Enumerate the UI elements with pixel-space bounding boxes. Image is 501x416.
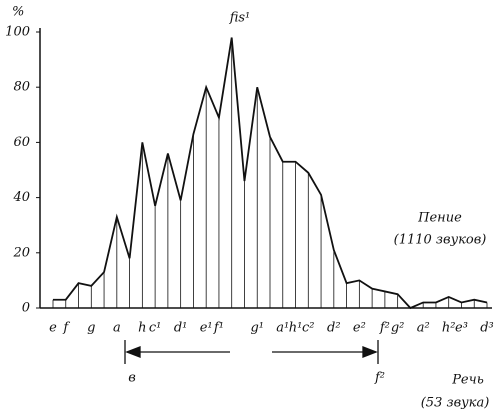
x-tick-label: h¹ — [289, 321, 303, 336]
annotation: (1110 звуков) — [394, 233, 487, 248]
y-tick-label: 100 — [5, 25, 30, 40]
y-tick-label: 40 — [12, 190, 30, 205]
x-tick-label: c¹ — [149, 321, 162, 336]
x-tick-label: a — [113, 321, 121, 336]
x-tick-label: c² — [302, 321, 315, 336]
x-tick-label: a² — [417, 321, 430, 336]
x-tick-label: g² — [391, 321, 405, 336]
x-tick-label: d² — [327, 321, 341, 336]
x-tick-label: e² — [353, 321, 366, 336]
x-tick-label: d³ — [480, 321, 494, 336]
x-tick-label: e — [49, 321, 57, 336]
x-tick-label: f² — [379, 321, 390, 336]
annotation: fis¹ — [229, 11, 251, 26]
annotation: Пение — [417, 211, 462, 226]
x-tick-label: f — [62, 321, 70, 336]
x-tick-label: h² — [442, 321, 456, 336]
y-tick-label: 60 — [13, 135, 30, 150]
x-tick-label: e¹ — [200, 321, 213, 336]
y-tick-label: 0 — [22, 301, 30, 316]
x-tick-label: g — [87, 321, 95, 336]
annotation: Речь — [451, 373, 484, 388]
x-tick-label: h — [138, 321, 146, 336]
x-tick-label: g¹ — [250, 321, 264, 336]
y-tick-label: 20 — [12, 245, 30, 260]
range-arrow — [124, 340, 379, 364]
annotation: в — [128, 371, 136, 386]
annotation: f² — [374, 371, 385, 386]
y-axis-label: % — [12, 5, 24, 20]
x-tick-label: a¹ — [276, 321, 289, 336]
x-tick-label: e³ — [455, 321, 468, 336]
y-tick-label: 80 — [13, 80, 30, 95]
x-tick-label: d¹ — [174, 321, 188, 336]
data-line — [53, 37, 488, 310]
x-tick-label: f¹ — [213, 321, 224, 336]
annotation: (53 звука) — [421, 396, 490, 411]
